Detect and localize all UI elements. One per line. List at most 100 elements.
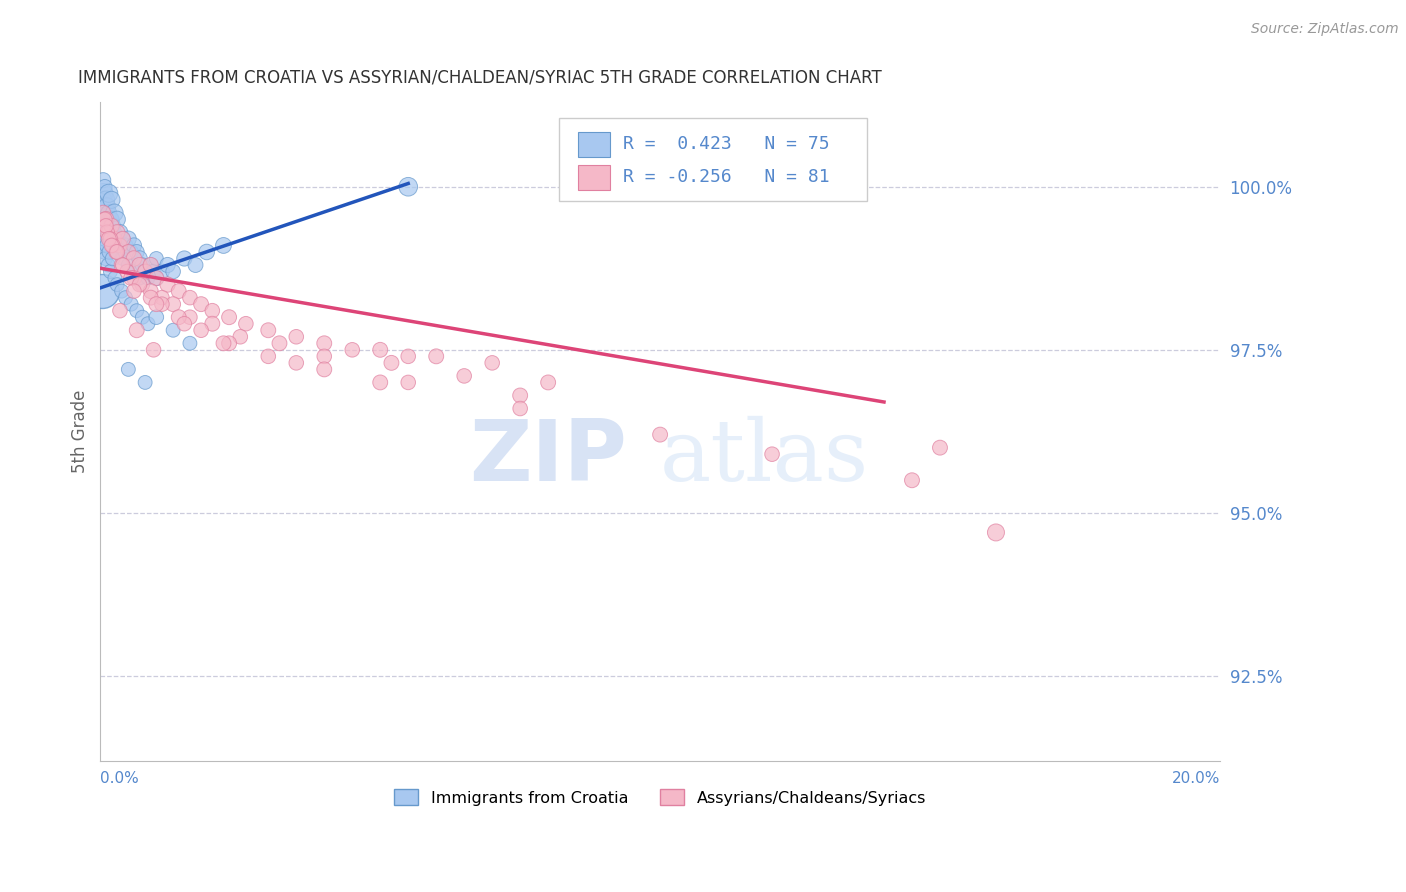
Point xyxy=(139,284,162,298)
Point xyxy=(481,356,503,370)
Point xyxy=(156,277,179,292)
Text: IMMIGRANTS FROM CROATIA VS ASSYRIAN/CHALDEAN/SYRIAC 5TH GRADE CORRELATION CHART: IMMIGRANTS FROM CROATIA VS ASSYRIAN/CHAL… xyxy=(77,69,882,87)
Text: atlas: atlas xyxy=(659,416,869,500)
Point xyxy=(162,323,184,337)
Point xyxy=(537,376,560,390)
Point xyxy=(380,356,402,370)
Point xyxy=(425,349,447,363)
Point xyxy=(100,264,122,278)
Point xyxy=(229,330,252,344)
Point xyxy=(100,238,122,252)
Point xyxy=(173,252,195,266)
FancyBboxPatch shape xyxy=(560,119,868,201)
Point xyxy=(131,277,153,292)
Point xyxy=(218,310,240,325)
Point xyxy=(117,258,139,272)
Point xyxy=(91,186,114,201)
Point xyxy=(108,226,131,240)
FancyBboxPatch shape xyxy=(578,132,610,157)
Point xyxy=(145,297,167,311)
Point xyxy=(111,232,134,246)
Point xyxy=(190,323,212,337)
Point xyxy=(105,232,128,246)
Point xyxy=(139,291,162,305)
Point xyxy=(396,376,419,390)
Point xyxy=(150,264,173,278)
Point xyxy=(111,258,134,272)
Point xyxy=(396,349,419,363)
Point xyxy=(100,212,122,227)
Point xyxy=(108,238,131,252)
Point xyxy=(100,212,122,227)
Point xyxy=(108,303,131,318)
Point xyxy=(120,244,142,259)
Point xyxy=(104,271,127,285)
Point xyxy=(285,356,308,370)
Point xyxy=(257,349,280,363)
Point xyxy=(100,232,122,246)
Point xyxy=(96,219,118,233)
Point xyxy=(128,252,150,266)
Point xyxy=(128,271,150,285)
Point xyxy=(145,271,167,285)
Point xyxy=(100,219,122,233)
Point xyxy=(117,244,139,259)
Point xyxy=(901,473,924,487)
Point xyxy=(122,238,145,252)
Point xyxy=(145,271,167,285)
Text: 0.0%: 0.0% xyxy=(100,771,139,786)
Point xyxy=(91,206,114,220)
Point xyxy=(396,179,419,194)
Point xyxy=(97,186,120,201)
Point xyxy=(131,258,153,272)
Point xyxy=(984,525,1007,540)
Point xyxy=(342,343,364,357)
Point xyxy=(285,330,308,344)
Point xyxy=(91,238,114,252)
Point xyxy=(142,264,165,278)
Point xyxy=(115,264,138,278)
Point xyxy=(105,244,128,259)
Point xyxy=(235,317,257,331)
Point xyxy=(98,244,121,259)
Point xyxy=(134,264,156,278)
Point xyxy=(108,244,131,259)
Point xyxy=(122,264,145,278)
Point xyxy=(145,252,167,266)
Point xyxy=(105,226,128,240)
Legend: Immigrants from Croatia, Assyrians/Chaldeans/Syriacs: Immigrants from Croatia, Assyrians/Chald… xyxy=(388,782,932,812)
Point xyxy=(131,310,153,325)
Point xyxy=(103,226,125,240)
Point xyxy=(105,277,128,292)
Point xyxy=(94,206,117,220)
Point xyxy=(218,336,240,351)
Point xyxy=(101,238,124,252)
Point xyxy=(117,232,139,246)
Point xyxy=(136,317,159,331)
Point xyxy=(134,264,156,278)
Point xyxy=(128,258,150,272)
Point xyxy=(117,362,139,376)
Point xyxy=(167,284,190,298)
Point xyxy=(125,303,148,318)
Point xyxy=(91,284,114,298)
Point xyxy=(103,206,125,220)
Point xyxy=(91,173,114,187)
Point xyxy=(94,212,117,227)
Point xyxy=(368,343,391,357)
Point xyxy=(314,349,336,363)
Point xyxy=(453,368,475,383)
Point xyxy=(150,291,173,305)
Point xyxy=(94,212,117,227)
Point xyxy=(96,199,118,213)
Point xyxy=(139,258,162,272)
Point xyxy=(173,317,195,331)
Point xyxy=(94,179,117,194)
Point xyxy=(96,226,118,240)
Point xyxy=(94,219,117,233)
Point xyxy=(648,427,671,442)
Point xyxy=(142,343,165,357)
Point xyxy=(111,232,134,246)
Point xyxy=(91,193,114,207)
Point xyxy=(114,238,136,252)
